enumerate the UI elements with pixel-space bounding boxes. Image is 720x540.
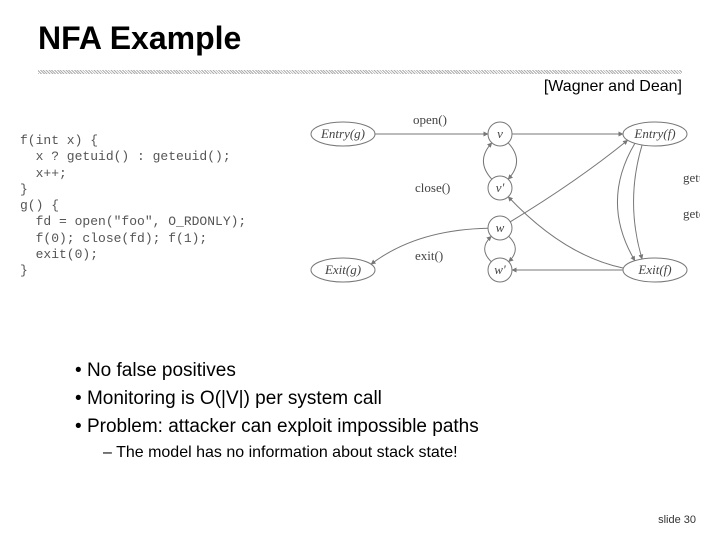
bullet-item: Problem: attacker can exploit impossible… (75, 416, 675, 438)
node-label: Entry(g) (320, 126, 365, 141)
edge-label: exit() (415, 248, 443, 263)
diagram-edge (510, 140, 627, 222)
bullet-item: No false positives (75, 360, 675, 382)
edge-label: close() (415, 180, 450, 195)
diagram-edge (508, 143, 516, 179)
node-label: v (497, 126, 503, 141)
node-label: w (496, 220, 505, 235)
nfa-diagram: open() getuid() geteuid() close() exit() Entr… (295, 110, 700, 300)
bullet-item: Monitoring is O(|V|) per system call (75, 388, 675, 410)
node-label: v' (496, 180, 505, 195)
edge-label: geteuid() (683, 206, 700, 221)
sub-bullet-item: The model has no information about stack… (103, 444, 675, 462)
slide-number: slide 30 (658, 514, 696, 526)
slide: NFA Example [Wagner and Dean] f(int x) {… (0, 0, 720, 540)
bullet-list: No false positives Monitoring is O(|V|) p… (75, 360, 675, 462)
title-rule (38, 70, 682, 74)
edge-label: getuid() (683, 170, 700, 185)
node-label: w' (494, 262, 506, 277)
diagram-edge (634, 145, 643, 259)
diagram-edge (483, 143, 491, 179)
diagram-edge (509, 236, 516, 261)
node-label: Exit(f) (637, 262, 671, 277)
code-block: f(int x) { x ? getuid() : geteuid(); x++… (20, 133, 246, 279)
diagram-edge (508, 197, 623, 268)
diagram-edge (617, 143, 634, 260)
node-label: Entry(f) (633, 126, 675, 141)
diagram-edge (485, 236, 492, 261)
slide-title: NFA Example (38, 20, 241, 57)
edge-label: open() (413, 112, 447, 127)
node-label: Exit(g) (324, 262, 361, 277)
attribution: [Wagner and Dean] (544, 78, 682, 96)
